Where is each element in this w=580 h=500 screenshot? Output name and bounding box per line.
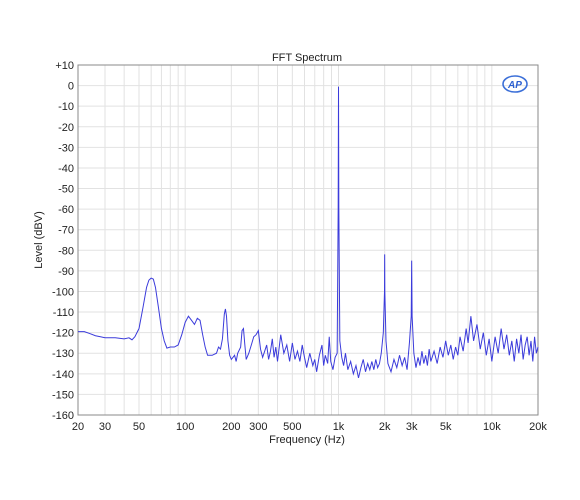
chart-title: FFT Spectrum	[272, 52, 342, 64]
y-tick-label: -50	[58, 184, 74, 196]
x-tick-label: 100	[176, 421, 194, 433]
x-tick-label: 5k	[440, 421, 452, 433]
y-tick-label: -10	[58, 101, 74, 113]
x-tick-label: 20	[72, 421, 84, 433]
x-tick-label: 200	[222, 421, 240, 433]
y-tick-label: 0	[68, 81, 74, 93]
x-tick-label: 2k	[379, 421, 391, 433]
x-tick-label: 30	[99, 421, 111, 433]
y-tick-label: -150	[52, 389, 74, 401]
x-tick-label: 3k	[406, 421, 418, 433]
y-axis-label: Level (dBV)	[33, 211, 45, 268]
y-tick-label: +10	[55, 60, 74, 72]
x-tick-label: 50	[133, 421, 145, 433]
y-tick-label: -60	[58, 204, 74, 216]
y-tick-label: -120	[52, 328, 74, 340]
x-axis-label: Frequency (Hz)	[269, 434, 345, 446]
y-tick-label: -70	[58, 225, 74, 237]
y-tick-label: -80	[58, 245, 74, 257]
ap-logo-text: AP	[507, 80, 522, 91]
plot-area	[77, 64, 539, 416]
y-tick-label: -30	[58, 142, 74, 154]
x-tick-label: 1k	[333, 421, 345, 433]
x-tick-label: 500	[283, 421, 301, 433]
y-tick-label: -100	[52, 286, 74, 298]
spectrum-line	[78, 86, 539, 379]
x-tick-label: 300	[249, 421, 267, 433]
grid-lines	[78, 65, 538, 415]
ap-logo: AP	[502, 75, 528, 93]
y-tick-label: -160	[52, 410, 74, 422]
x-tick-label: 20k	[529, 421, 547, 433]
y-tick-label: -90	[58, 266, 74, 278]
x-tick-label: 10k	[483, 421, 501, 433]
y-tick-label: -110	[53, 307, 74, 319]
y-tick-label: -20	[58, 122, 74, 134]
axis-ticks: +10 0 -10 -20 -30 -40 -50 -60 -70 -80 -90 -100 -110 -…	[52, 60, 547, 433]
y-tick-label: -130	[52, 348, 74, 360]
y-tick-label: -140	[52, 369, 74, 381]
y-tick-label: -40	[58, 163, 74, 175]
